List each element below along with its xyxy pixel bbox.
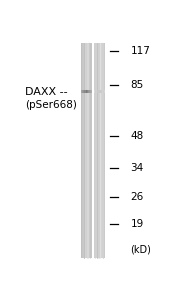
Bar bbox=[97, 90, 98, 93]
Bar bbox=[104, 43, 105, 258]
Bar bbox=[89, 43, 90, 258]
Bar bbox=[95, 43, 96, 258]
Bar bbox=[88, 43, 89, 258]
Bar bbox=[100, 90, 101, 93]
Bar bbox=[86, 90, 87, 93]
Bar bbox=[98, 90, 99, 93]
Bar bbox=[97, 43, 98, 258]
Bar bbox=[91, 43, 92, 258]
Bar bbox=[89, 90, 90, 93]
Bar bbox=[84, 43, 85, 258]
Bar bbox=[103, 43, 104, 258]
Bar bbox=[100, 90, 101, 93]
Bar bbox=[84, 90, 85, 93]
Text: (pSer668): (pSer668) bbox=[25, 100, 77, 110]
Bar bbox=[90, 90, 91, 93]
Bar bbox=[98, 90, 99, 93]
Bar bbox=[87, 43, 88, 258]
Bar bbox=[100, 43, 101, 258]
Bar bbox=[83, 90, 84, 93]
Bar bbox=[102, 43, 103, 258]
Bar bbox=[87, 90, 88, 93]
Text: (kD): (kD) bbox=[131, 245, 151, 255]
Bar bbox=[99, 90, 100, 93]
Text: 117: 117 bbox=[131, 46, 151, 56]
Bar bbox=[98, 43, 99, 258]
Bar bbox=[104, 90, 105, 93]
Bar bbox=[96, 90, 97, 93]
Bar bbox=[82, 43, 83, 258]
Bar bbox=[97, 43, 98, 258]
Bar bbox=[86, 43, 87, 258]
Bar bbox=[86, 90, 87, 93]
Bar bbox=[82, 43, 83, 258]
Bar bbox=[102, 90, 103, 93]
Bar bbox=[82, 90, 83, 93]
Bar bbox=[95, 90, 96, 93]
Bar bbox=[101, 43, 102, 258]
Text: DAXX --: DAXX -- bbox=[25, 87, 68, 97]
Bar bbox=[83, 43, 84, 258]
Bar bbox=[89, 43, 90, 258]
Bar bbox=[99, 90, 100, 93]
Bar bbox=[85, 43, 86, 258]
Text: 48: 48 bbox=[131, 131, 144, 142]
Bar bbox=[83, 90, 84, 93]
Text: 19: 19 bbox=[131, 219, 144, 229]
Bar bbox=[95, 43, 96, 258]
Bar bbox=[104, 90, 105, 93]
Bar bbox=[81, 43, 82, 258]
Bar bbox=[83, 43, 84, 258]
Bar bbox=[103, 90, 104, 93]
Bar bbox=[102, 90, 103, 93]
Bar bbox=[96, 43, 97, 258]
Bar bbox=[88, 90, 89, 93]
Bar bbox=[94, 90, 95, 93]
Bar bbox=[84, 43, 85, 258]
Text: 26: 26 bbox=[131, 191, 144, 202]
Text: 85: 85 bbox=[131, 80, 144, 89]
Bar bbox=[94, 43, 95, 258]
Bar bbox=[86, 43, 87, 258]
Bar bbox=[98, 43, 99, 258]
Bar bbox=[102, 43, 103, 258]
Text: 34: 34 bbox=[131, 163, 144, 173]
Bar bbox=[90, 90, 91, 93]
Bar bbox=[89, 90, 90, 93]
Bar bbox=[88, 90, 89, 93]
Bar bbox=[91, 90, 92, 93]
Bar bbox=[90, 43, 91, 258]
Bar bbox=[104, 43, 105, 258]
Bar bbox=[85, 90, 86, 93]
Bar bbox=[99, 43, 100, 258]
Bar bbox=[100, 43, 101, 258]
Bar bbox=[81, 90, 82, 93]
Bar bbox=[99, 43, 100, 258]
Bar bbox=[88, 43, 89, 258]
Bar bbox=[97, 90, 98, 93]
Bar bbox=[101, 90, 102, 93]
Bar bbox=[95, 90, 96, 93]
Bar bbox=[101, 43, 102, 258]
Bar bbox=[90, 43, 91, 258]
Bar bbox=[84, 90, 85, 93]
